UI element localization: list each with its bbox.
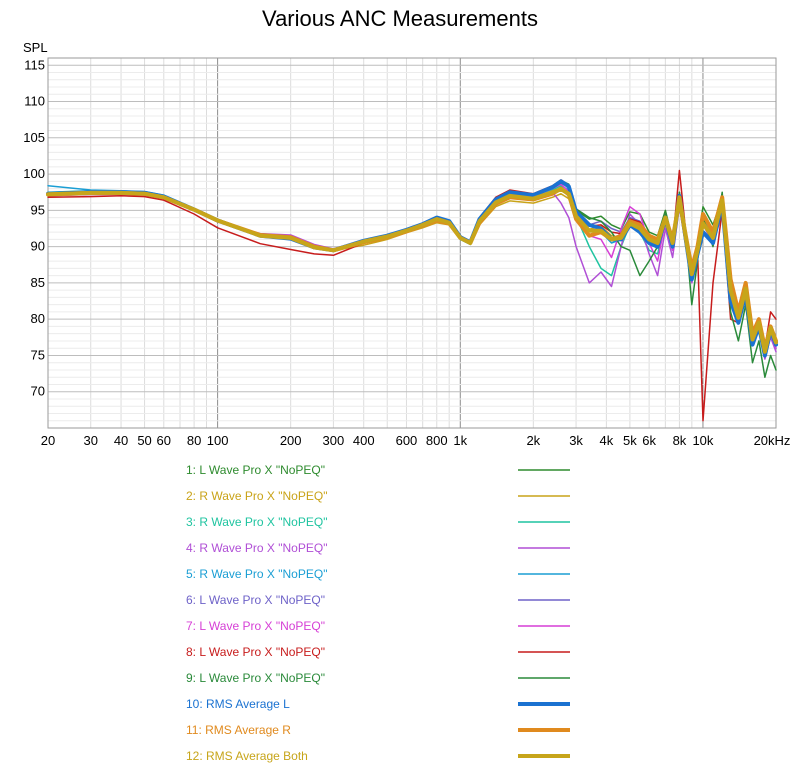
x-tick-label: 1k: [453, 433, 467, 448]
y-tick-label: 115: [24, 57, 45, 72]
x-tick-label: 200: [280, 433, 302, 448]
legend-label-11: 11: RMS Average R: [186, 723, 291, 737]
x-tick-label: 5k: [623, 433, 637, 448]
legend-label-9: 9: L Wave Pro X "NoPEQ": [186, 671, 325, 685]
axis-layer: 70 75 80 85 90 95 100 105 110 115 SPL 20 30 40 50 60 80 1…: [23, 40, 790, 448]
legend-label-1: 1: L Wave Pro X "NoPEQ": [186, 463, 325, 477]
x-tick-label: 40: [114, 433, 128, 448]
x-tick-label: 3k: [569, 433, 583, 448]
legend-label-3: 3: R Wave Pro X "NoPEQ": [186, 515, 327, 529]
x-tick-label: 20: [41, 433, 55, 448]
y-tick-label: 95: [31, 202, 45, 217]
y-tick-label: 100: [23, 166, 45, 181]
y-tick-label: 105: [23, 130, 45, 145]
y-tick-label: 75: [31, 347, 45, 362]
legend-label-5: 5: R Wave Pro X "NoPEQ": [186, 567, 327, 581]
x-tick-label: 6k: [642, 433, 656, 448]
series-layer: [46, 169, 778, 422]
x-tick-label: 300: [323, 433, 345, 448]
legend-label-2: 2: R Wave Pro X "NoPEQ": [186, 489, 327, 503]
legend-label-10: 10: RMS Average L: [186, 697, 290, 711]
y-tick-label: 90: [31, 239, 45, 254]
y-tick-label: 110: [24, 94, 45, 109]
x-tick-label: 100: [207, 433, 229, 448]
series-line-12: [46, 187, 778, 354]
legend-label-7: 7: L Wave Pro X "NoPEQ": [186, 619, 325, 633]
plot-frame: [47, 57, 777, 429]
x-tick-label: 4k: [600, 433, 614, 448]
legend-label-4: 4: R Wave Pro X "NoPEQ": [186, 541, 327, 555]
x-tick-label: 8k: [673, 433, 687, 448]
plot-area: [48, 58, 776, 428]
y-tick-label: 80: [31, 311, 45, 326]
x-tick-label: 80: [187, 433, 201, 448]
chart-title: Various ANC Measurements: [262, 6, 538, 31]
x-tick-label: 10k: [692, 433, 713, 448]
y-axis-label: SPL: [23, 40, 48, 55]
x-tick-label: 60: [157, 433, 171, 448]
legend-label-6: 6: L Wave Pro X "NoPEQ": [186, 593, 325, 607]
x-tick-label: 2k: [526, 433, 540, 448]
x-tick-label: 400: [353, 433, 375, 448]
y-tick-label: 70: [31, 384, 45, 399]
y-tick-label: 85: [31, 275, 45, 290]
legend-layer: 1: L Wave Pro X "NoPEQ" 2: R Wave Pro X "…: [186, 463, 570, 763]
x-tick-label: 800: [426, 433, 448, 448]
legend-label-12: 12: RMS Average Both: [186, 749, 308, 763]
legend-label-8: 8: L Wave Pro X "NoPEQ": [186, 645, 325, 659]
x-tick-label: 50: [137, 433, 151, 448]
x-tick-label: 30: [83, 433, 97, 448]
grid-layer: [47, 57, 777, 429]
x-tick-label: 600: [396, 433, 418, 448]
x-tick-label: 20kHz: [754, 433, 791, 448]
